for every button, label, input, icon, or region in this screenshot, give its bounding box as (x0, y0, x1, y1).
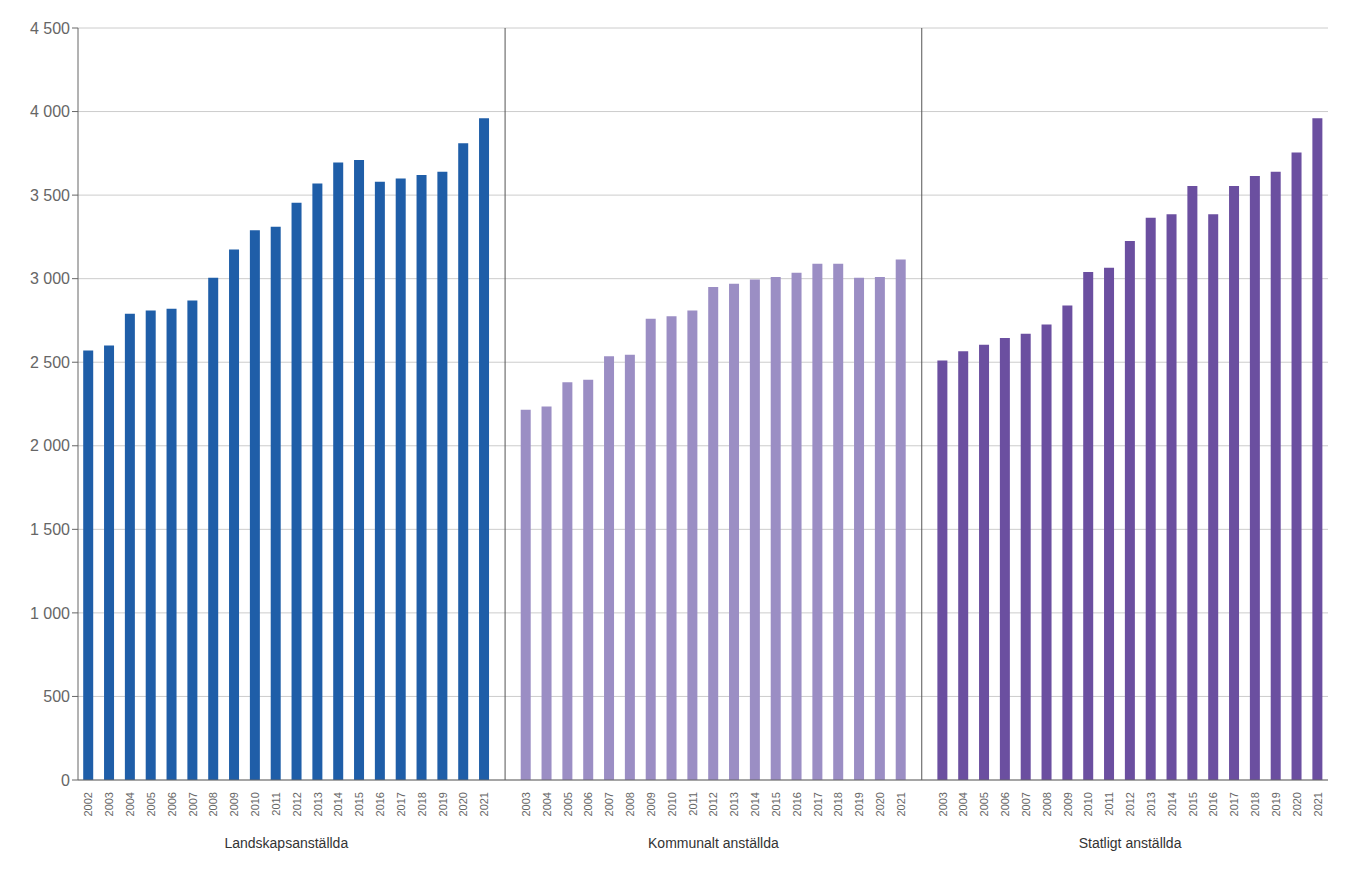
svg-text:2008: 2008 (624, 792, 636, 816)
svg-text:2 500: 2 500 (30, 354, 70, 371)
svg-text:2013: 2013 (1145, 792, 1157, 816)
svg-text:Kommunalt anställda: Kommunalt anställda (648, 835, 779, 851)
svg-text:2007: 2007 (1020, 792, 1032, 816)
svg-text:2007: 2007 (187, 792, 199, 816)
svg-text:2018: 2018 (1249, 792, 1261, 816)
svg-text:2004: 2004 (957, 792, 969, 816)
svg-text:2010: 2010 (249, 792, 261, 816)
svg-text:2016: 2016 (791, 792, 803, 816)
svg-text:2011: 2011 (1103, 792, 1115, 816)
svg-text:2002: 2002 (82, 792, 94, 816)
svg-text:2015: 2015 (353, 792, 365, 816)
svg-text:2020: 2020 (1291, 792, 1303, 816)
svg-text:4 500: 4 500 (30, 20, 70, 37)
svg-text:2004: 2004 (124, 792, 136, 816)
svg-text:2018: 2018 (416, 792, 428, 816)
svg-text:2017: 2017 (395, 792, 407, 816)
svg-text:2021: 2021 (1312, 792, 1324, 816)
svg-text:2008: 2008 (207, 792, 219, 816)
svg-text:2005: 2005 (145, 792, 157, 816)
svg-text:2006: 2006 (582, 792, 594, 816)
svg-text:2009: 2009 (645, 792, 657, 816)
svg-text:2005: 2005 (562, 792, 574, 816)
svg-text:2017: 2017 (1228, 792, 1240, 816)
svg-text:Statligt anställda: Statligt anställda (1079, 835, 1182, 851)
svg-text:3 500: 3 500 (30, 187, 70, 204)
svg-text:2003: 2003 (520, 792, 532, 816)
svg-text:4 000: 4 000 (30, 103, 70, 120)
svg-text:2003: 2003 (103, 792, 115, 816)
svg-text:2006: 2006 (999, 792, 1011, 816)
svg-text:2018: 2018 (832, 792, 844, 816)
svg-text:2019: 2019 (853, 792, 865, 816)
svg-text:2016: 2016 (1207, 792, 1219, 816)
svg-text:2008: 2008 (1041, 792, 1053, 816)
svg-text:2021: 2021 (895, 792, 907, 816)
svg-text:2019: 2019 (1270, 792, 1282, 816)
svg-text:2013: 2013 (728, 792, 740, 816)
svg-text:2009: 2009 (228, 792, 240, 816)
svg-text:2004: 2004 (541, 792, 553, 816)
svg-text:2 000: 2 000 (30, 437, 70, 454)
svg-text:500: 500 (43, 688, 70, 705)
svg-text:2017: 2017 (812, 792, 824, 816)
svg-text:2014: 2014 (332, 792, 344, 816)
svg-text:2021: 2021 (478, 792, 490, 816)
svg-text:2005: 2005 (978, 792, 990, 816)
svg-text:2012: 2012 (291, 792, 303, 816)
svg-text:2014: 2014 (749, 792, 761, 816)
svg-text:2011: 2011 (687, 792, 699, 816)
svg-text:2003: 2003 (937, 792, 949, 816)
svg-text:2015: 2015 (1187, 792, 1199, 816)
svg-text:2014: 2014 (1166, 792, 1178, 816)
svg-text:2010: 2010 (666, 792, 678, 816)
svg-text:0: 0 (61, 772, 70, 789)
svg-text:Landskapsanställda: Landskapsanställda (224, 835, 348, 851)
svg-text:2012: 2012 (707, 792, 719, 816)
svg-text:2012: 2012 (1124, 792, 1136, 816)
svg-text:2013: 2013 (312, 792, 324, 816)
svg-text:2015: 2015 (770, 792, 782, 816)
svg-text:3 000: 3 000 (30, 270, 70, 287)
svg-text:2020: 2020 (874, 792, 886, 816)
svg-text:2016: 2016 (374, 792, 386, 816)
svg-text:1 000: 1 000 (30, 605, 70, 622)
svg-text:2010: 2010 (1082, 792, 1094, 816)
svg-text:2007: 2007 (603, 792, 615, 816)
svg-text:2011: 2011 (270, 792, 282, 816)
svg-text:2006: 2006 (166, 792, 178, 816)
svg-text:2009: 2009 (1062, 792, 1074, 816)
svg-text:2020: 2020 (457, 792, 469, 816)
svg-text:2019: 2019 (437, 792, 449, 816)
svg-text:1 500: 1 500 (30, 521, 70, 538)
